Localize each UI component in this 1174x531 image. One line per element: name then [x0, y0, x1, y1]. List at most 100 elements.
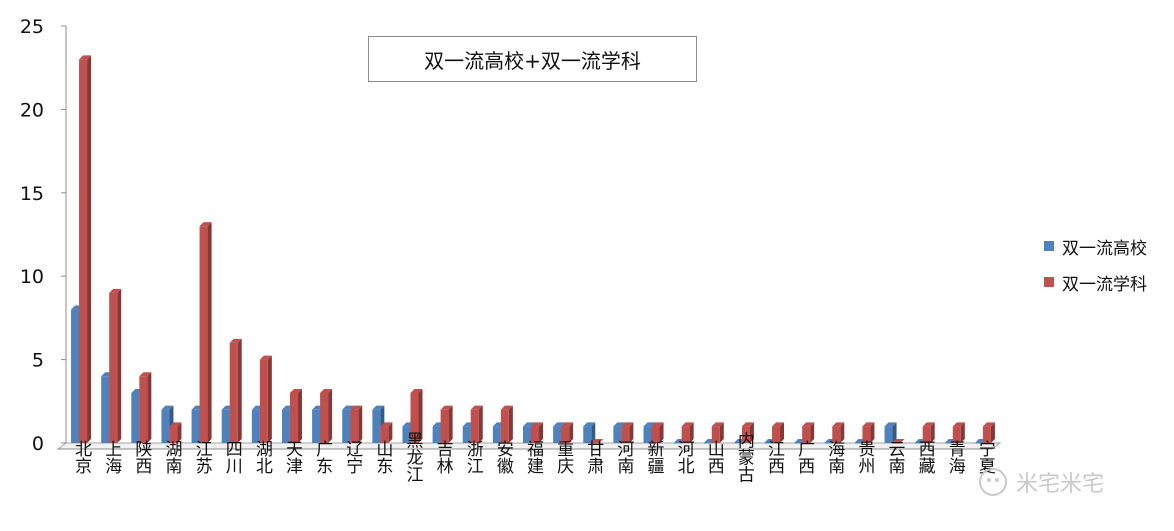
bar-university	[161, 409, 170, 443]
bar-university	[914, 443, 923, 444]
bar-discipline	[139, 376, 148, 443]
bar-side-discipline	[960, 422, 965, 443]
bar-side-university	[892, 422, 897, 443]
x-tick-label: 宁夏	[975, 440, 996, 474]
x-tick-label: 湖北	[252, 440, 273, 474]
watermark-text: 米宅米宅	[1016, 472, 1105, 497]
x-tick-label: 西藏	[915, 440, 936, 475]
bar-discipline	[350, 409, 359, 443]
x-tick-label: 新疆	[644, 440, 665, 474]
bar-side-discipline	[508, 405, 513, 443]
bar-side-discipline	[237, 338, 242, 443]
bar-side-discipline	[388, 422, 393, 443]
legend-swatch-universities	[1044, 241, 1054, 251]
x-tick-label: 四川	[222, 440, 243, 474]
bar-discipline	[591, 443, 600, 444]
bar-top-discipline	[561, 422, 574, 427]
bar-side-discipline	[659, 422, 664, 443]
bar-side-discipline	[689, 422, 694, 443]
x-tick-label: 内蒙古	[734, 431, 755, 482]
bar-top-discipline	[681, 422, 694, 427]
bar-top-discipline	[832, 422, 845, 427]
bar-university	[71, 309, 80, 443]
bar-top-discipline	[591, 439, 604, 443]
bar-top-university	[884, 422, 897, 427]
bar-discipline	[561, 426, 570, 443]
x-tick-label: 江西	[764, 440, 785, 474]
bar-university	[553, 426, 562, 443]
bar-university	[583, 426, 592, 443]
bar-top-discipline	[139, 372, 152, 377]
bar-university	[854, 443, 863, 444]
bar-university	[764, 443, 773, 444]
bar-university	[944, 443, 953, 444]
bar-university	[824, 443, 833, 444]
x-tick-label: 吉林	[433, 440, 454, 474]
bar-side-discipline	[780, 422, 785, 443]
bar-top-discipline	[952, 422, 965, 427]
bar-discipline	[681, 426, 690, 443]
bar-top-discipline	[892, 439, 905, 443]
bar-top-discipline	[741, 422, 754, 427]
bar-side-discipline	[207, 222, 212, 443]
bar-university	[221, 409, 230, 443]
bar-discipline	[500, 409, 509, 443]
bar-side-discipline	[719, 422, 724, 443]
y-tick-label: 5	[32, 350, 44, 372]
chart-title-text: 双一流高校+双一流学科	[424, 48, 641, 73]
x-tick-label: 福建	[523, 440, 544, 474]
bar-university	[733, 443, 742, 444]
bar-top-discipline	[862, 422, 875, 427]
bar-university	[523, 426, 531, 443]
legend-item-universities: 双一流高校	[1044, 228, 1147, 264]
bar-side-discipline	[358, 405, 363, 443]
x-tick-label: 河南	[613, 440, 634, 474]
bar-discipline	[440, 409, 449, 443]
bar-university	[643, 426, 652, 443]
y-tick-label: 10	[20, 266, 44, 288]
bar-university	[312, 409, 321, 443]
bar-top-discipline	[621, 422, 634, 427]
chart-title: 双一流高校+双一流学科	[368, 36, 697, 82]
bar-university	[703, 443, 712, 444]
bar-discipline	[229, 342, 238, 443]
x-tick-label: 广东	[312, 440, 333, 474]
bar-university	[131, 392, 140, 443]
legend-swatch-disciplines	[1044, 277, 1054, 287]
bar-discipline	[259, 359, 268, 443]
bar-top-university	[161, 405, 174, 410]
bar-side-discipline	[267, 355, 272, 443]
bar-university	[191, 409, 200, 443]
bar-discipline	[470, 409, 479, 443]
bar-top-discipline	[410, 388, 423, 393]
x-tick-label: 重庆	[553, 440, 574, 474]
bar-side-discipline	[117, 288, 122, 443]
bar-university	[673, 443, 682, 444]
bar-top-university	[583, 422, 596, 427]
bar-top-discipline	[169, 422, 182, 427]
bar-side-discipline	[749, 422, 754, 443]
bar-top-discipline	[350, 405, 363, 410]
bar-side-discipline	[147, 372, 152, 443]
bar-side-discipline	[629, 422, 634, 443]
bar-top-discipline	[470, 405, 483, 410]
x-tick-label: 山西	[704, 440, 724, 474]
bar-university	[281, 409, 290, 443]
bar-discipline	[531, 426, 539, 443]
y-tick-label: 20	[20, 99, 44, 121]
bar-top-discipline	[772, 422, 785, 427]
bar-side-discipline	[539, 422, 543, 443]
x-tick-label: 陕西	[131, 440, 151, 474]
bar-discipline	[772, 426, 781, 443]
x-tick-label: 青海	[945, 440, 966, 475]
bar-discipline	[320, 392, 329, 443]
bar-side-discipline	[448, 405, 453, 443]
bar-side-discipline	[418, 388, 423, 443]
wechat-icon	[979, 468, 1007, 496]
bar-discipline	[922, 426, 931, 443]
y-tick-label: 25	[20, 16, 44, 38]
bar-side-discipline	[87, 55, 92, 444]
bar-university	[884, 426, 893, 443]
bar-top-discipline	[440, 405, 453, 410]
